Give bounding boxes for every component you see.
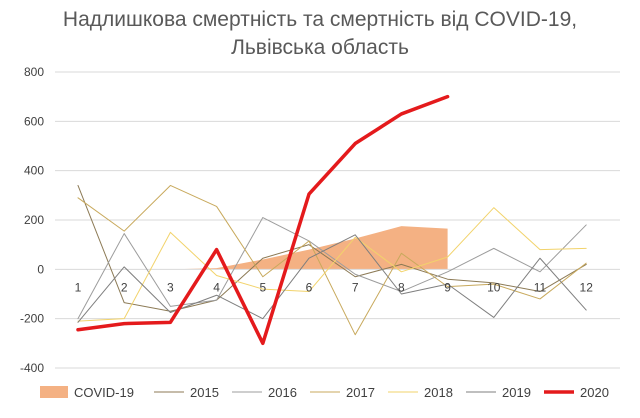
legend-label-2017: 2017 [346, 385, 375, 400]
x-tick-label: 11 [534, 280, 547, 294]
series-line-2018 [77, 207, 587, 322]
x-tick-label: 3 [167, 280, 174, 294]
legend-label-2015: 2015 [190, 385, 219, 400]
x-tick-label: 6 [306, 280, 313, 294]
y-tick-label: 200 [24, 213, 44, 227]
x-tick-label: 2 [121, 280, 128, 294]
chart-title-line-1: Надлишкова смертність та смертність від … [62, 8, 578, 31]
x-tick-label: 10 [487, 280, 501, 294]
covid-area [170, 226, 448, 270]
x-tick-label: 7 [352, 280, 359, 294]
y-tick-label: 800 [24, 65, 44, 79]
legend-label-2018: 2018 [424, 385, 453, 400]
legend-label-2020: 2020 [580, 385, 609, 400]
legend-label-2016: 2016 [268, 385, 297, 400]
chart-title: Надлишкова смертність та смертність від … [0, 6, 640, 62]
y-tick-label: 400 [24, 164, 44, 178]
legend-label-2019: 2019 [502, 385, 531, 400]
series-line-2017 [77, 184, 587, 336]
y-tick-label: 600 [24, 114, 44, 128]
x-tick-label: 5 [259, 280, 266, 294]
y-tick-label: -400 [20, 361, 44, 375]
x-tick-label: 9 [444, 280, 451, 294]
x-tick-label: 12 [580, 280, 594, 294]
legend-label-covid: COVID-19 [74, 385, 134, 400]
legend-swatch-covid [40, 386, 68, 398]
y-tick-label: 0 [37, 262, 44, 276]
x-tick-label: 1 [75, 280, 82, 294]
chart-title-line-2: Львівська область [231, 36, 409, 59]
series-line-2016 [77, 217, 587, 320]
series-line-2020 [76, 94, 450, 346]
y-tick-label: -200 [20, 312, 44, 326]
x-tick-label: 4 [213, 280, 220, 294]
series-line-2015 [77, 184, 587, 312]
series-line-2019 [77, 234, 587, 323]
x-tick-label: 8 [398, 280, 405, 294]
